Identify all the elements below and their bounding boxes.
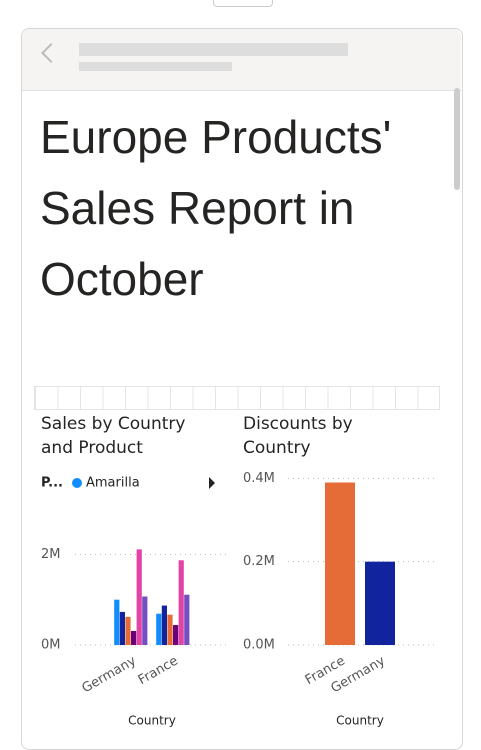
y-tick-label: 2M [41,547,61,562]
header-placeholder [79,43,348,56]
slicer-row [34,386,440,410]
bar [365,561,395,645]
bar [325,482,355,645]
bar [167,614,173,645]
top-handle [213,0,273,7]
y-tick-label: 0.0M [243,638,275,653]
bar [114,599,120,645]
y-tick-label: 0.2M [243,554,275,569]
bar [131,630,137,645]
legend-label: Amarilla [86,476,140,491]
bar [136,549,142,645]
chart-title: Sales by Country and Product [41,414,186,458]
bar [178,560,184,645]
x-tick-label: France [136,654,181,689]
bar [142,596,148,645]
bar [125,616,131,645]
bar [161,605,167,645]
y-tick-label: 0.4M [243,471,275,486]
header-bar [22,29,461,91]
bar [173,625,179,645]
x-axis-label: Country [128,714,176,728]
bar [156,613,162,645]
chart-title: Discounts by Country [243,414,353,458]
legend-swatch [72,478,82,488]
legend-title: P... [41,476,63,491]
y-tick-label: 0M [41,638,61,653]
x-tick-label: Germany [79,653,139,696]
bar [184,594,190,645]
report-title: Europe Products' Sales Report in October [40,111,392,305]
x-axis-label: Country [336,714,384,728]
scrollbar[interactable] [454,88,460,190]
bar [119,611,125,645]
legend-next[interactable] [209,477,215,489]
header-placeholder [79,62,232,71]
